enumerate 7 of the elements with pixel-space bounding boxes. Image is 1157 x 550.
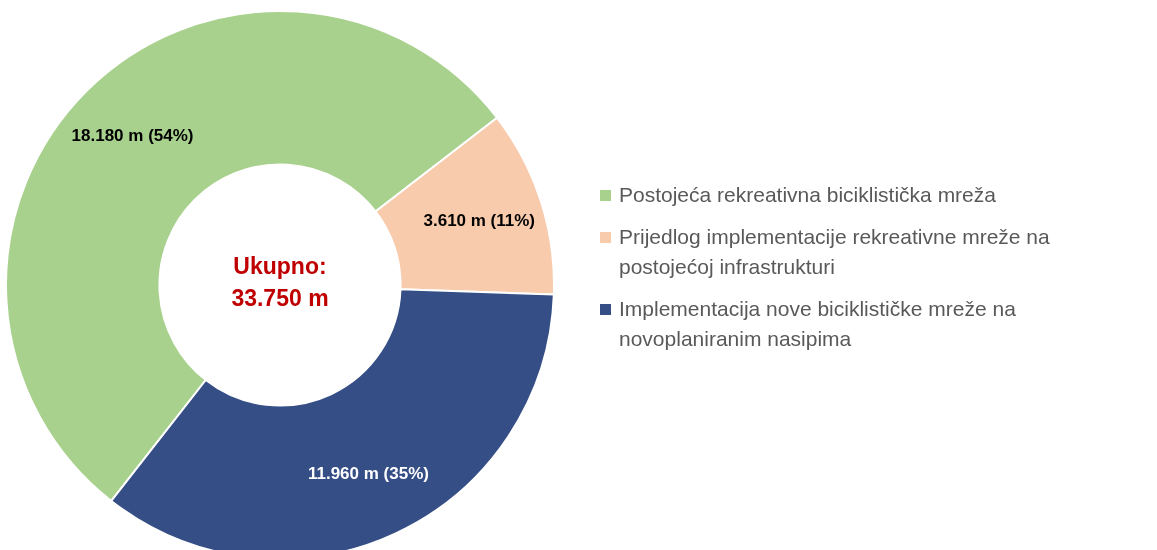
data-label: 18.180 m (54%): [71, 126, 194, 146]
text: Ukupno: 33.750 m: [230, 252, 330, 313]
legend-label: Postojeća rekreativna biciklistička mreža: [619, 182, 996, 208]
data-label: 3.610 m (11%): [423, 210, 536, 230]
legend-label: Implementacija nove biciklističke mreže na novoplaniranim nasipima: [619, 296, 1017, 352]
legend-label: Prijedlog implementacije rekreativne mreže na postojećoj infrastrukturi: [619, 224, 1051, 280]
data-label: 11.960 m (35%): [307, 464, 429, 484]
